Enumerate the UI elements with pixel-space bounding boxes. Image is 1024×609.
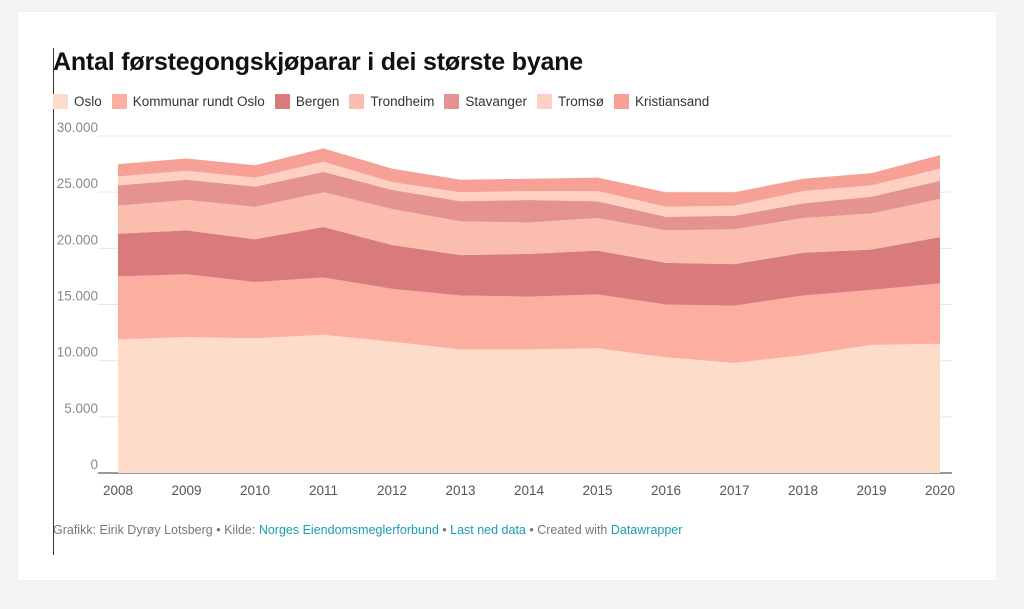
x-tick-label: 2016 [651,483,681,498]
footer: Grafikk: Eirik Dyrøy Lotsberg • Kilde: N… [53,523,682,537]
legend-item-oslo: Oslo [53,94,102,109]
legend-label: Stavanger [465,94,527,109]
legend-swatch [613,94,629,109]
x-tick-label: 2020 [925,483,955,498]
x-tick-label: 2017 [719,483,749,498]
y-tick-label: 10.000 [57,345,98,360]
x-tick-label: 2011 [309,483,338,498]
legend-swatch [536,94,552,109]
legend-item-kommunar-rundt-oslo: Kommunar rundt Oslo [111,94,265,109]
legend-item-kristiansand: Kristiansand [613,94,710,109]
x-tick-label: 2009 [171,483,201,498]
y-tick-label: 25.000 [57,176,98,191]
legend-swatch [111,94,127,109]
legend-label: Kristiansand [634,94,710,109]
legend: Oslo Kommunar rundt Oslo Bergen Trondheim St… [53,94,719,109]
source-link[interactable]: Norges Eiendomsmeglerforbund [258,523,439,537]
chart-title: Antal førstegongskjøparar i dei største … [53,48,584,76]
legend-swatch [444,94,460,109]
chart-card: Antal førstegongskjøparar i dei største … [18,12,996,580]
datawrapper-link[interactable]: Datawrapper [610,523,683,537]
legend-label: Kommunar rundt Oslo [132,94,265,109]
area-kristiansand [118,148,940,207]
y-tick-label: 0 [90,457,98,472]
legend-label: Oslo [74,94,102,109]
area-kommunar-rundt-oslo [118,274,940,363]
legend-swatch [349,94,365,109]
y-axis-ticks: 0 5.000 10.000 15.000 20.000 25.000 30.000 [57,120,98,472]
legend-swatch [274,94,290,109]
x-tick-label: 2013 [445,483,475,498]
download-data-link[interactable]: Last ned data [450,523,526,537]
legend-label: Trondheim [370,94,435,109]
x-tick-label: 2019 [856,483,886,498]
x-axis-ticks: 2008 2009 2010 2011 2012 2013 2014 2015 2016 2017… [103,483,955,498]
footer-created: • Created with [525,523,611,537]
legend-item-bergen: Bergen [274,94,340,109]
footer-separator: • [438,523,451,537]
legend-item-troms: Tromsø [536,94,604,109]
x-tick-label: 2010 [240,483,270,498]
y-tick-label: 5.000 [64,401,98,416]
legend-label: Tromsø [557,94,604,109]
y-tick-label: 20.000 [57,232,98,247]
area-trondheim [118,192,940,265]
x-tick-label: 2012 [377,483,407,498]
area-stavanger [118,171,940,231]
stacked-areas [118,148,940,473]
area-chart: 0 5.000 10.000 15.000 20.000 25.000 30.000 200… [57,120,955,498]
legend-item-trondheim: Trondheim [349,94,434,109]
x-tick-label: 2014 [514,483,545,498]
x-tick-label: 2018 [788,483,818,498]
x-tick-label: 2008 [103,483,133,498]
legend-label: Bergen [295,94,340,109]
text-cursor-line [53,48,54,555]
y-tick-label: 30.000 [57,120,98,135]
area-oslo [118,334,940,473]
x-tick-label: 2015 [582,483,612,498]
area-bergen [118,227,940,306]
y-tick-label: 15.000 [57,289,98,304]
legend-swatch [53,94,68,109]
legend-item-stavanger: Stavanger [444,94,527,109]
footer-credit: Grafikk: Eirik Dyrøy Lotsberg • Kilde: [53,523,259,537]
